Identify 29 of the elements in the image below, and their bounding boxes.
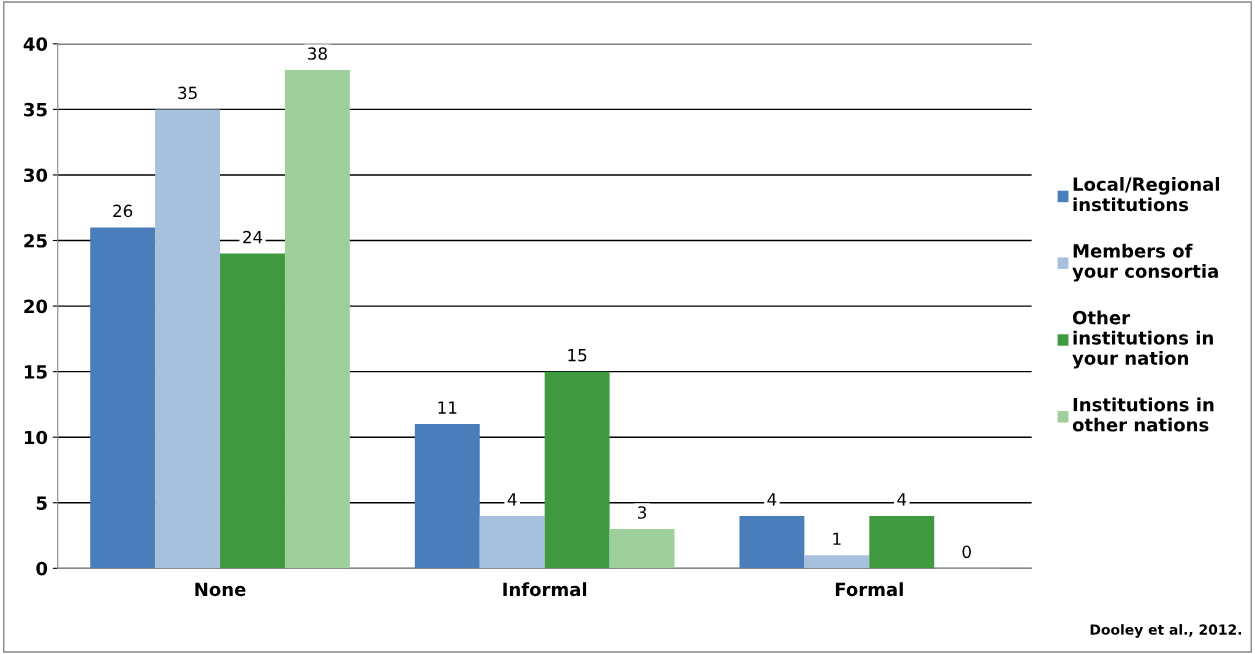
- data-label: 26: [113, 204, 133, 218]
- data-label: 4: [897, 493, 907, 506]
- data-label: 15: [568, 349, 587, 362]
- y-tick-label: 40: [23, 37, 48, 51]
- legend-label: Members of your consortia: [1072, 243, 1218, 282]
- y-tick-label: 35: [24, 102, 47, 117]
- legend-label: Other institutions in your nation: [1072, 310, 1213, 369]
- x-tick-label: Formal: [835, 582, 903, 597]
- data-label: 3: [638, 506, 647, 519]
- y-tick-label: 0: [36, 561, 48, 576]
- x-tick-label: Informal: [503, 582, 587, 597]
- y-tick-label: 10: [24, 430, 48, 445]
- data-label: 0: [962, 545, 971, 559]
- data-label: 38: [308, 47, 327, 60]
- y-tick-label: 30: [24, 168, 48, 183]
- text: Dooley et al., 2012.: [1090, 624, 1242, 638]
- data-label: 11: [438, 401, 457, 414]
- y-tick-label: 5: [36, 496, 47, 510]
- data-label: 4: [507, 493, 517, 506]
- y-tick-label: 15: [24, 365, 47, 379]
- legend-label: Institutions in other nations: [1072, 397, 1214, 432]
- data-label: 35: [178, 86, 197, 100]
- data-label: 4: [767, 493, 777, 506]
- x-tick-label: None: [195, 582, 246, 597]
- data-label: 24: [243, 230, 263, 244]
- y-tick-label: 25: [24, 233, 47, 248]
- y-tick-label: 20: [24, 299, 48, 314]
- data-label: 1: [833, 532, 841, 545]
- legend-label: Local/Regional institutions: [1073, 177, 1219, 212]
